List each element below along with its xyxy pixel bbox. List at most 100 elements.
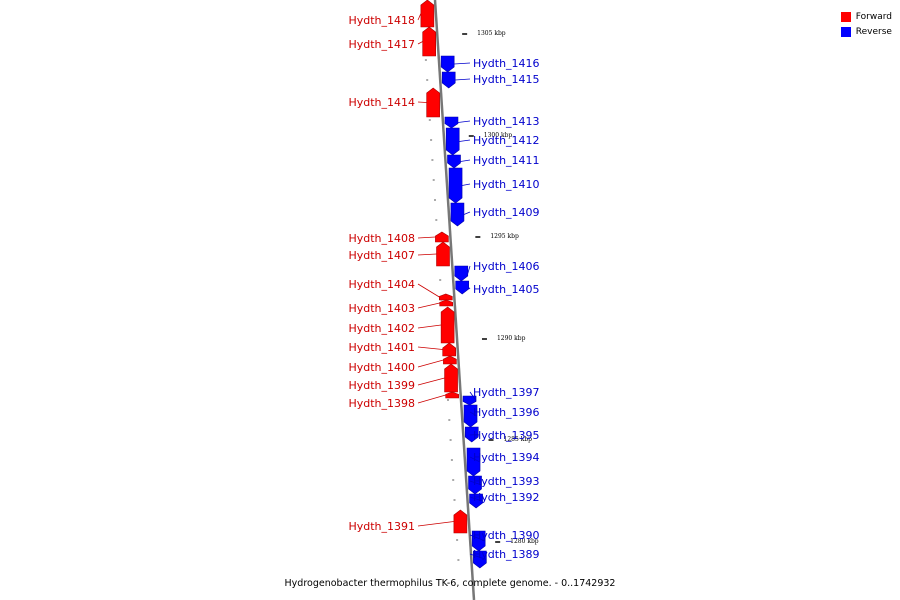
label-leader-line [417,377,445,386]
label-leader-line [417,346,443,350]
label-leader-line [417,41,423,45]
gene-arrow-hydth-1398[interactable] [445,391,459,399]
strand-legend: Forward Reverse [840,9,892,39]
gene-label[interactable]: Hydth_1390 [473,529,540,542]
reverse-swatch [840,26,851,37]
forward-swatch [840,11,851,22]
gene-arrow-hydth-1393[interactable] [468,475,482,495]
gene-arrow-hydth-1390[interactable] [471,530,486,552]
map-caption: Hydrogenobacter thermophilus TK-6, compl… [284,578,616,589]
label-leader-line [417,236,436,239]
label-leader-line [417,101,427,103]
gene-label[interactable]: Hydth_1418 [348,14,415,27]
label-leader-line [455,78,471,81]
label-leader-line [468,287,471,290]
gene-label[interactable]: Hydth_1398 [348,397,415,410]
label-leader-line [469,434,479,436]
gene-label[interactable]: Hydth_1414 [348,96,415,109]
gene-features [420,0,487,569]
gene-label[interactable]: Hydth_1415 [473,73,540,86]
gene-label[interactable]: Hydth_1393 [473,475,540,488]
gene-arrow-hydth-1400[interactable] [443,355,457,365]
gene-label[interactable]: Hydth_1404 [348,278,415,291]
gene-label[interactable]: Hydth_1401 [348,341,415,354]
gene-label[interactable]: Hydth_1399 [348,379,415,392]
label-leader-line [417,359,444,368]
gene-label[interactable]: Hydth_1406 [473,260,540,273]
gene-arrow-hydth-1409[interactable] [450,202,465,227]
gene-label[interactable]: Hydth_1392 [473,491,540,504]
gene-arrow-hydth-1418[interactable] [420,0,435,28]
gene-label[interactable]: Hydth_1391 [348,520,415,533]
scale-tick-label: 1300 kbp [484,132,513,139]
gene-label[interactable]: Hydth_1409 [473,206,540,219]
gene-arrow-hydth-1407[interactable] [436,241,450,267]
gene-arrow-hydth-1391[interactable] [453,509,468,534]
gene-arrow-hydth-1402[interactable] [440,306,455,344]
gene-arrow-hydth-1410[interactable] [448,167,463,204]
label-leader-line [417,394,446,404]
gene-arrow-hydth-1397[interactable] [462,395,477,406]
gene-arrow-hydth-1396[interactable] [463,404,478,428]
label-leader-line [460,159,471,162]
scale-tick-label: 1290 kbp [497,335,526,342]
gene-arrow-hydth-1389[interactable] [473,550,487,569]
label-leader-line [463,211,471,215]
gene-arrow-hydth-1405[interactable] [455,280,469,295]
gene-arrow-hydth-1412[interactable] [445,127,460,156]
label-leader-line [457,120,471,123]
genome-backbone [433,0,476,600]
gene-arrow-hydth-1408[interactable] [435,231,449,243]
gene-label[interactable]: Hydth_1413 [473,115,540,128]
gene-label[interactable]: Hydth_1394 [473,451,540,464]
label-leader-line [417,283,440,298]
scale-tick-label: 1285 kbp [504,436,533,443]
gene-arrow-hydth-1404[interactable] [439,293,453,301]
gene-label[interactable]: Hydth_1407 [348,249,415,262]
label-leader-line [454,62,471,65]
gene-label[interactable]: Hydth_1412 [473,134,540,147]
label-leader-line [467,265,471,274]
scale-tick-label: 1280 kbp [510,538,539,545]
gene-label[interactable]: Hydth_1395 [473,429,540,442]
gene-label[interactable]: Hydth_1411 [473,154,540,167]
gene-label[interactable]: Hydth_1396 [473,406,540,419]
gene-arrow-hydth-1401[interactable] [442,342,457,357]
label-leader-line [417,302,440,309]
gene-label[interactable]: Hydth_1403 [348,302,415,315]
label-leader-line [417,13,422,21]
gene-arrow-hydth-1399[interactable] [444,363,458,393]
label-leader-line [417,521,454,527]
gene-arrow-hydth-1414[interactable] [426,87,440,118]
gene-label[interactable]: Hydth_1400 [348,361,415,374]
gene-label[interactable]: Hydth_1389 [473,548,540,561]
label-leader-line [469,411,478,417]
label-leader-line [459,139,471,142]
label-leader-line [469,534,486,542]
gene-arrow-hydth-1417[interactable] [422,26,436,57]
gene-arrow-hydth-1411[interactable] [447,154,461,169]
gene-label[interactable]: Hydth_1405 [473,283,540,296]
gene-label[interactable]: Hydth_1410 [473,178,540,191]
gene-label[interactable]: Hydth_1416 [473,57,540,70]
legend-item-forward: Forward [840,9,892,24]
gene-arrow-hydth-1403[interactable] [439,299,453,307]
gene-arrow-hydth-1394[interactable] [466,447,481,477]
label-leader-line [417,324,442,329]
label-leader-line [417,253,437,256]
gene-arrow-hydth-1406[interactable] [454,265,469,282]
gene-label[interactable]: Hydth_1402 [348,322,415,335]
label-leader-line [469,480,482,486]
gene-label[interactable]: Hydth_1397 [473,386,540,399]
gene-arrow-hydth-1415[interactable] [441,71,456,89]
label-leader-line [469,391,477,401]
gene-arrow-hydth-1413[interactable] [444,116,459,129]
gene-arrow-hydth-1416[interactable] [440,55,455,73]
label-leader-line [469,496,483,502]
gene-label[interactable]: Hydth_1417 [348,38,415,51]
scale-tick-label: 1305 kbp [477,30,506,37]
gene-label[interactable]: Hydth_1408 [348,232,415,245]
label-leader-line [461,183,471,186]
